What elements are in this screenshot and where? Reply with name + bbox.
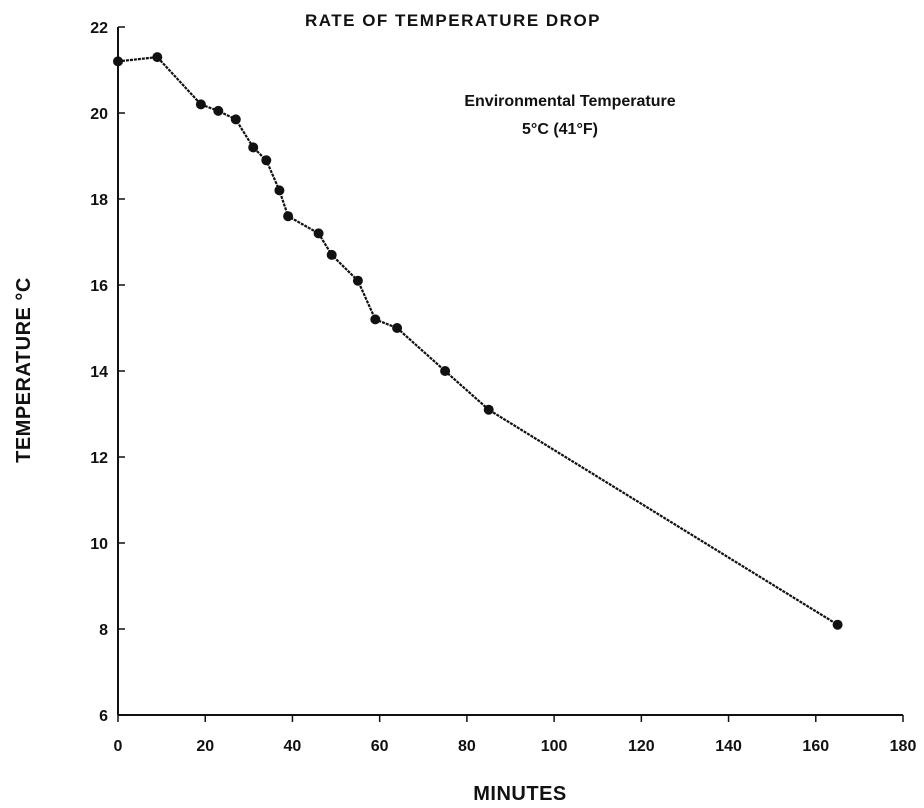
y-tick-label: 6 xyxy=(99,708,108,725)
x-tick-label: 100 xyxy=(541,738,568,755)
data-point xyxy=(213,105,224,116)
annotation-line-2: 5°C (41°F) xyxy=(522,121,598,138)
y-tick-label: 14 xyxy=(90,364,108,381)
data-point xyxy=(392,323,403,333)
data-point xyxy=(152,52,163,63)
data-point xyxy=(113,56,123,67)
x-tick-label: 160 xyxy=(802,738,829,755)
data-point xyxy=(195,99,206,110)
data-point xyxy=(370,314,381,325)
x-axis-label: MINUTES xyxy=(473,783,567,805)
data-point xyxy=(248,142,259,153)
data-point xyxy=(313,228,324,239)
y-tick-label: 20 xyxy=(90,106,108,123)
y-tick-label: 12 xyxy=(90,450,108,467)
x-tick-label: 20 xyxy=(196,738,214,755)
y-tick-label: 22 xyxy=(90,20,108,37)
chart-title: RATE OF TEMPERATURE DROP xyxy=(305,11,601,30)
data-point xyxy=(483,404,494,415)
x-tick-label: 140 xyxy=(715,738,742,755)
ticks: 0 20 40 60 80 100 120 140 160 180 6 8 10 12 14 16 18 20 22 xyxy=(90,20,916,755)
y-tick-label: 10 xyxy=(90,536,108,553)
y-tick-label: 16 xyxy=(90,278,108,295)
x-tick-label: 80 xyxy=(458,738,476,755)
y-tick-label: 8 xyxy=(99,622,108,639)
x-tick-label: 40 xyxy=(284,738,302,755)
data-point xyxy=(230,114,241,125)
x-tick-label: 120 xyxy=(628,738,655,755)
y-axis-label: TEMPERATURE °C xyxy=(13,277,35,463)
y-tick-label: 18 xyxy=(90,192,108,209)
data-point xyxy=(832,619,843,630)
data-point xyxy=(274,185,285,196)
data-point xyxy=(326,249,337,260)
series-layer xyxy=(113,52,843,630)
series-line xyxy=(117,56,839,626)
data-point xyxy=(283,211,294,222)
data-point xyxy=(352,275,363,286)
axes xyxy=(117,27,903,716)
data-point xyxy=(261,155,272,166)
x-tick-label: 60 xyxy=(371,738,389,755)
x-tick-label: 0 xyxy=(114,738,123,755)
annotation-line-1: Environmental Temperature xyxy=(464,93,675,110)
data-point xyxy=(440,366,451,376)
x-tick-label: 180 xyxy=(890,738,917,755)
